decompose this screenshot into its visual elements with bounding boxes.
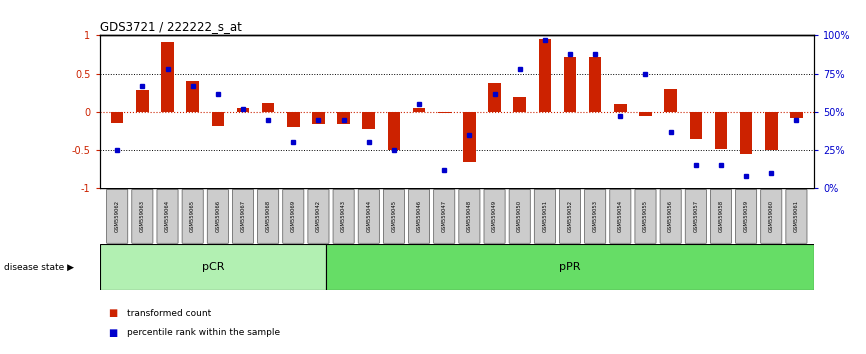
Text: GSM559048: GSM559048 [467, 200, 472, 233]
Text: GSM559047: GSM559047 [442, 200, 447, 233]
Text: GSM559057: GSM559057 [694, 200, 698, 233]
Bar [111, 112, 124, 123]
Text: GSM559055: GSM559055 [643, 200, 648, 233]
Text: pPR: pPR [559, 262, 581, 272]
FancyBboxPatch shape [308, 189, 329, 243]
Text: GSM559043: GSM559043 [341, 200, 346, 232]
Bar [236, 108, 249, 112]
Bar [338, 112, 350, 124]
Bar [136, 91, 149, 112]
Text: percentile rank within the sample: percentile rank within the sample [127, 328, 281, 337]
FancyBboxPatch shape [282, 189, 304, 243]
Bar [388, 112, 400, 150]
Bar [714, 112, 727, 149]
Bar [287, 112, 300, 127]
Text: GSM559066: GSM559066 [216, 200, 220, 233]
Text: GSM559056: GSM559056 [669, 200, 673, 233]
Text: GSM559069: GSM559069 [291, 200, 296, 233]
FancyBboxPatch shape [157, 189, 178, 243]
Bar [765, 112, 778, 150]
Text: GSM559051: GSM559051 [542, 200, 547, 233]
Bar [326, 244, 814, 290]
Bar [664, 89, 677, 112]
FancyBboxPatch shape [107, 189, 128, 243]
FancyBboxPatch shape [333, 189, 354, 243]
Text: ■: ■ [108, 328, 118, 338]
FancyBboxPatch shape [760, 189, 782, 243]
Text: pCR: pCR [202, 262, 224, 272]
Text: GSM559064: GSM559064 [165, 200, 170, 233]
FancyBboxPatch shape [434, 189, 455, 243]
Text: GSM559065: GSM559065 [191, 200, 195, 233]
Text: GSM559059: GSM559059 [744, 200, 748, 233]
FancyBboxPatch shape [710, 189, 732, 243]
FancyBboxPatch shape [685, 189, 707, 243]
Text: GSM559052: GSM559052 [567, 200, 572, 233]
FancyBboxPatch shape [232, 189, 254, 243]
FancyBboxPatch shape [585, 189, 605, 243]
FancyBboxPatch shape [207, 189, 229, 243]
FancyBboxPatch shape [484, 189, 505, 243]
FancyBboxPatch shape [735, 189, 757, 243]
Text: GSM559044: GSM559044 [366, 200, 372, 233]
Bar [211, 112, 224, 126]
Text: GSM559060: GSM559060 [769, 200, 774, 233]
Bar [639, 112, 652, 116]
Bar [488, 83, 501, 112]
FancyBboxPatch shape [257, 189, 279, 243]
Text: GSM559045: GSM559045 [391, 200, 397, 233]
Text: GSM559067: GSM559067 [241, 200, 245, 233]
FancyBboxPatch shape [509, 189, 530, 243]
FancyBboxPatch shape [132, 189, 153, 243]
FancyBboxPatch shape [660, 189, 682, 243]
Bar [161, 41, 174, 112]
Text: disease state ▶: disease state ▶ [4, 263, 74, 272]
FancyBboxPatch shape [384, 189, 404, 243]
Bar [438, 112, 450, 113]
Bar [262, 103, 275, 112]
FancyBboxPatch shape [635, 189, 656, 243]
Text: GSM559046: GSM559046 [417, 200, 422, 233]
Bar [564, 57, 576, 112]
Bar [363, 112, 375, 129]
Text: GSM559042: GSM559042 [316, 200, 321, 233]
Text: GSM559053: GSM559053 [592, 200, 598, 232]
Bar [790, 112, 803, 118]
Text: ■: ■ [108, 308, 118, 318]
Text: GSM559049: GSM559049 [492, 200, 497, 233]
Text: GSM559062: GSM559062 [114, 200, 120, 233]
Bar [312, 112, 325, 124]
Bar [186, 81, 199, 112]
Text: GSM559061: GSM559061 [794, 200, 799, 233]
Text: GSM559068: GSM559068 [266, 200, 271, 233]
Bar [463, 112, 475, 161]
Bar [514, 97, 526, 112]
Bar [614, 104, 627, 112]
Bar [100, 244, 326, 290]
Text: transformed count: transformed count [127, 309, 211, 318]
FancyBboxPatch shape [534, 189, 555, 243]
Text: GDS3721 / 222222_s_at: GDS3721 / 222222_s_at [100, 20, 242, 33]
Bar [539, 39, 551, 112]
FancyBboxPatch shape [559, 189, 580, 243]
Text: GSM559054: GSM559054 [617, 200, 623, 233]
Bar [589, 57, 602, 112]
FancyBboxPatch shape [182, 189, 204, 243]
FancyBboxPatch shape [409, 189, 430, 243]
FancyBboxPatch shape [785, 189, 807, 243]
Text: GSM559058: GSM559058 [719, 200, 723, 233]
FancyBboxPatch shape [610, 189, 631, 243]
FancyBboxPatch shape [359, 189, 379, 243]
Bar [689, 112, 702, 139]
Text: GSM559063: GSM559063 [139, 200, 145, 232]
Text: GSM559050: GSM559050 [517, 200, 522, 233]
Bar [740, 112, 753, 154]
FancyBboxPatch shape [459, 189, 480, 243]
Bar [413, 108, 425, 112]
